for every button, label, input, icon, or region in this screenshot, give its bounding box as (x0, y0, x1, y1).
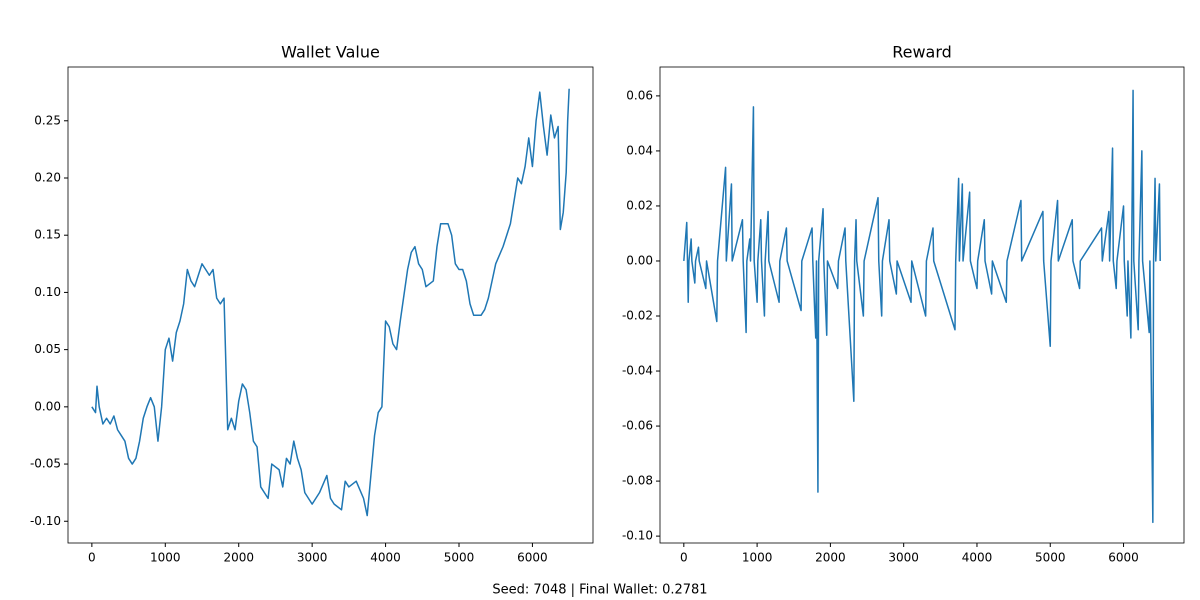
y-tick-label: 0.04 (626, 143, 653, 157)
x-tick-label: 1000 (742, 551, 773, 565)
x-tick-label: 4000 (370, 551, 401, 565)
y-tick-label: 0.06 (626, 88, 653, 102)
figure-caption: Seed: 7048 | Final Wallet: 0.2781 (492, 583, 707, 598)
y-tick-label: 0.10 (34, 285, 61, 299)
x-tick-label: 2000 (815, 551, 846, 565)
y-tick-label: 0.20 (34, 170, 61, 184)
y-tick-label: 0.00 (34, 399, 61, 413)
y-tick-label: -0.08 (622, 474, 653, 488)
y-tick-label: 0.05 (34, 342, 61, 356)
y-tick-label: -0.10 (622, 529, 653, 543)
axes-title: Reward (892, 43, 952, 62)
x-tick-label: 1000 (150, 551, 181, 565)
y-tick-label: 0.00 (626, 253, 653, 267)
x-tick-label: 0 (680, 551, 688, 565)
x-tick-label: 6000 (517, 551, 548, 565)
x-tick-label: 5000 (1035, 551, 1066, 565)
x-tick-label: 3000 (888, 551, 919, 565)
y-tick-label: -0.02 (622, 309, 653, 323)
data-line (683, 89, 1161, 524)
y-tick-label: -0.05 (30, 457, 61, 471)
x-tick-label: 0 (88, 551, 96, 565)
y-tick-label: 0.15 (34, 228, 61, 242)
y-tick-label: -0.06 (622, 419, 653, 433)
x-tick-label: 2000 (223, 551, 254, 565)
y-tick-label: 0.02 (626, 198, 653, 212)
x-tick-label: 4000 (962, 551, 993, 565)
axes-frame (67, 66, 594, 544)
x-tick-label: 3000 (297, 551, 328, 565)
data-line (91, 88, 570, 517)
axes-frame (659, 66, 1185, 544)
x-tick-label: 5000 (444, 551, 475, 565)
y-tick-label: 0.25 (34, 113, 61, 127)
axes-title: Wallet Value (281, 43, 380, 62)
x-tick-label: 6000 (1108, 551, 1139, 565)
y-tick-label: -0.10 (30, 514, 61, 528)
y-tick-label: -0.04 (622, 364, 653, 378)
